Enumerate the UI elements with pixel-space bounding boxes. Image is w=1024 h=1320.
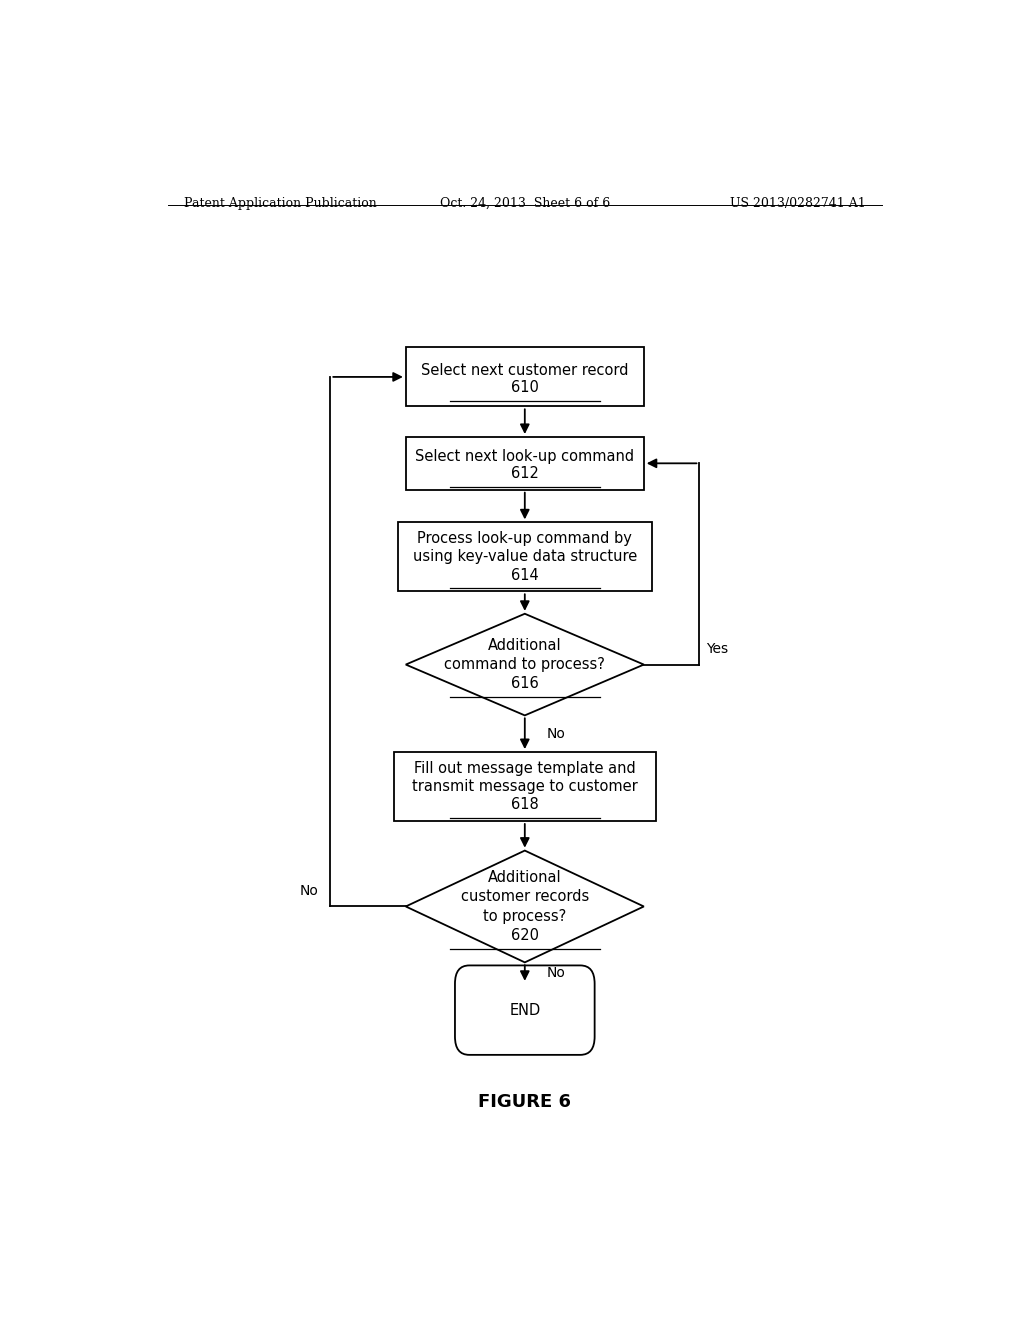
FancyBboxPatch shape [455,965,595,1055]
Text: No: No [547,966,566,979]
Polygon shape [406,850,644,962]
Text: Oct. 24, 2013  Sheet 6 of 6: Oct. 24, 2013 Sheet 6 of 6 [439,197,610,210]
Text: No: No [300,884,318,898]
Text: END: END [509,1003,541,1018]
Text: Additional: Additional [488,638,561,653]
Text: customer records: customer records [461,890,589,904]
Text: 620: 620 [511,928,539,942]
Text: Process look-up command by: Process look-up command by [418,531,632,546]
Text: transmit message to customer: transmit message to customer [412,779,638,795]
Text: US 2013/0282741 A1: US 2013/0282741 A1 [730,197,866,210]
Text: 610: 610 [511,380,539,395]
Text: 618: 618 [511,797,539,812]
Text: using key-value data structure: using key-value data structure [413,549,637,565]
Text: command to process?: command to process? [444,657,605,672]
Text: 616: 616 [511,676,539,692]
Bar [406,437,644,490]
Bar [397,523,651,591]
Text: 614: 614 [511,568,539,582]
Text: to process?: to process? [483,908,566,924]
Text: Fill out message template and: Fill out message template and [414,760,636,776]
Text: Additional: Additional [488,870,561,884]
Text: Select next customer record: Select next customer record [421,363,629,378]
Text: Select next look-up command: Select next look-up command [416,449,634,465]
Bar [406,347,644,407]
Polygon shape [406,614,644,715]
Text: Patent Application Publication: Patent Application Publication [183,197,376,210]
Text: No: No [547,727,566,741]
Text: FIGURE 6: FIGURE 6 [478,1093,571,1110]
Text: 612: 612 [511,466,539,482]
Text: Yes: Yes [706,643,728,656]
Bar [394,752,655,821]
